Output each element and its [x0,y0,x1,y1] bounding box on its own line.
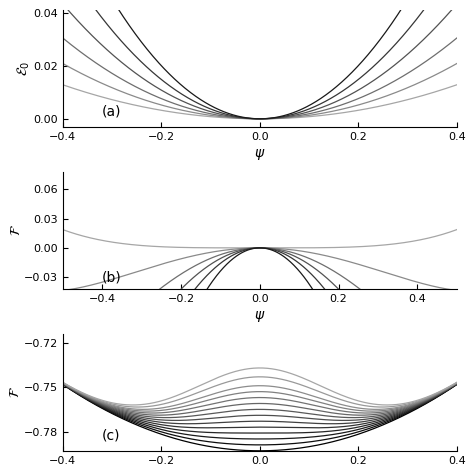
Text: (b): (b) [102,271,122,285]
Y-axis label: $\mathcal{E}_0$: $\mathcal{E}_0$ [16,61,32,76]
Text: (a): (a) [102,104,122,118]
X-axis label: $\psi$: $\psi$ [254,309,265,324]
Y-axis label: $\mathcal{F}$: $\mathcal{F}$ [9,386,22,398]
X-axis label: $\psi$: $\psi$ [254,147,265,162]
Text: (c): (c) [102,428,121,442]
Y-axis label: $\mathcal{F}$: $\mathcal{F}$ [9,224,23,236]
